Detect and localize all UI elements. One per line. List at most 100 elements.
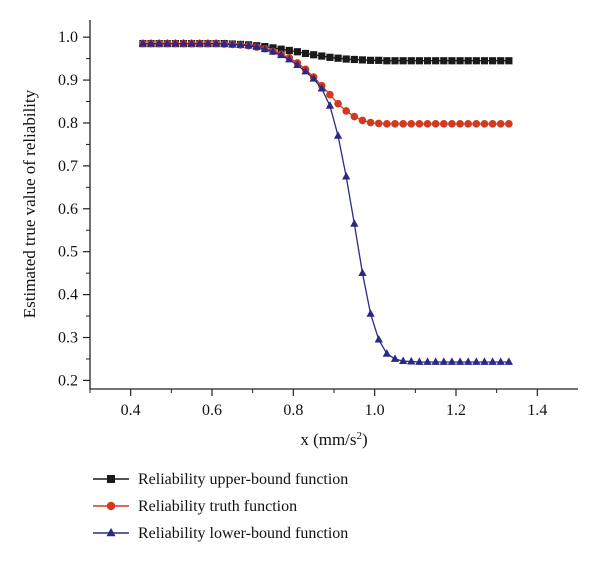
data-point <box>423 357 432 365</box>
x-tick-label: 1.2 <box>446 402 466 419</box>
y-axis-title: Estimated true value of reliability <box>20 89 39 318</box>
y-tick-label: 0.7 <box>58 158 78 175</box>
data-point <box>398 356 408 365</box>
x-tick-label: 0.6 <box>202 402 222 419</box>
data-point <box>138 38 148 47</box>
data-point <box>367 56 375 64</box>
data-point <box>228 39 237 48</box>
data-point <box>399 57 407 65</box>
data-point <box>326 53 334 61</box>
data-point <box>374 335 383 343</box>
data-point <box>318 52 326 60</box>
data-point <box>399 120 407 128</box>
x-axis-title-close: ) <box>362 430 368 449</box>
data-point <box>342 171 351 180</box>
data-point <box>325 101 335 109</box>
data-point <box>277 45 285 53</box>
data-point <box>497 57 505 65</box>
data-point <box>504 357 514 365</box>
data-point <box>163 38 172 47</box>
data-point <box>456 120 464 128</box>
series-line <box>142 42 509 363</box>
data-point <box>334 54 342 62</box>
data-point <box>455 357 465 365</box>
data-point <box>171 38 180 47</box>
data-point <box>423 57 432 65</box>
data-point <box>211 38 221 47</box>
data-point <box>440 57 448 65</box>
x-tick-label: 1.4 <box>527 402 547 419</box>
data-point <box>415 357 424 365</box>
data-point <box>276 50 286 59</box>
data-point <box>415 57 423 65</box>
x-axis-title-main: x (mm/s <box>300 430 356 449</box>
data-point <box>472 357 481 365</box>
data-point <box>220 39 229 47</box>
data-point <box>375 56 383 64</box>
legend-marker <box>106 527 116 537</box>
data-point <box>448 120 456 128</box>
data-point <box>439 357 448 365</box>
data-point <box>472 120 481 128</box>
data-point <box>440 120 448 128</box>
data-point <box>480 120 489 128</box>
legend-label: Reliability truth function <box>138 498 297 515</box>
data-point <box>146 38 156 47</box>
data-point <box>195 38 204 47</box>
y-tick-label: 0.9 <box>58 72 78 89</box>
data-point <box>415 120 424 128</box>
legend-marker <box>106 501 116 511</box>
data-point <box>260 44 270 53</box>
data-point <box>310 51 318 59</box>
x-tick-label: 1.0 <box>365 402 385 419</box>
data-point <box>464 57 472 65</box>
data-point <box>391 120 399 128</box>
x-axis-title-sup: 2 <box>357 430 363 442</box>
data-point <box>154 38 164 47</box>
data-point <box>366 118 375 127</box>
y-tick-label: 0.4 <box>58 287 78 304</box>
data-point <box>187 38 196 47</box>
data-point <box>236 40 245 48</box>
y-tick-label: 0.3 <box>58 330 78 347</box>
y-tick-label: 0.8 <box>58 115 78 132</box>
data-point <box>179 38 188 47</box>
series-circle <box>139 39 513 128</box>
data-point <box>366 309 375 317</box>
data-point <box>350 112 359 121</box>
data-point <box>350 219 359 227</box>
legend-label: Reliability upper-bound function <box>138 471 348 488</box>
data-point <box>432 57 440 65</box>
series-layer <box>138 38 514 365</box>
data-point <box>391 57 399 65</box>
x-axis-title: x (mm/s2) <box>300 430 367 449</box>
data-point <box>390 354 400 362</box>
data-point <box>464 357 473 365</box>
legend-item: Reliability truth function <box>93 498 297 515</box>
y-tick-label: 0.5 <box>58 244 78 261</box>
data-point <box>326 90 334 99</box>
data-point <box>374 119 383 128</box>
data-point <box>423 120 432 128</box>
data-point <box>456 57 464 65</box>
data-point <box>480 57 489 65</box>
data-point <box>268 47 278 55</box>
data-point <box>350 55 358 64</box>
data-point <box>244 41 253 49</box>
legend-item: Reliability lower-bound function <box>93 525 348 542</box>
data-point <box>333 131 343 139</box>
data-point <box>301 66 310 75</box>
data-point <box>252 42 261 50</box>
legend-item: Reliability upper-bound function <box>93 471 348 488</box>
data-point <box>496 120 505 128</box>
data-point <box>496 357 505 365</box>
data-point <box>407 356 416 365</box>
data-point <box>505 57 513 65</box>
data-point <box>382 349 392 357</box>
data-point <box>489 57 497 65</box>
x-tick-label: 0.4 <box>121 402 141 419</box>
data-point <box>464 120 473 128</box>
y-tick-label: 0.6 <box>58 201 78 218</box>
series-line <box>142 42 509 125</box>
